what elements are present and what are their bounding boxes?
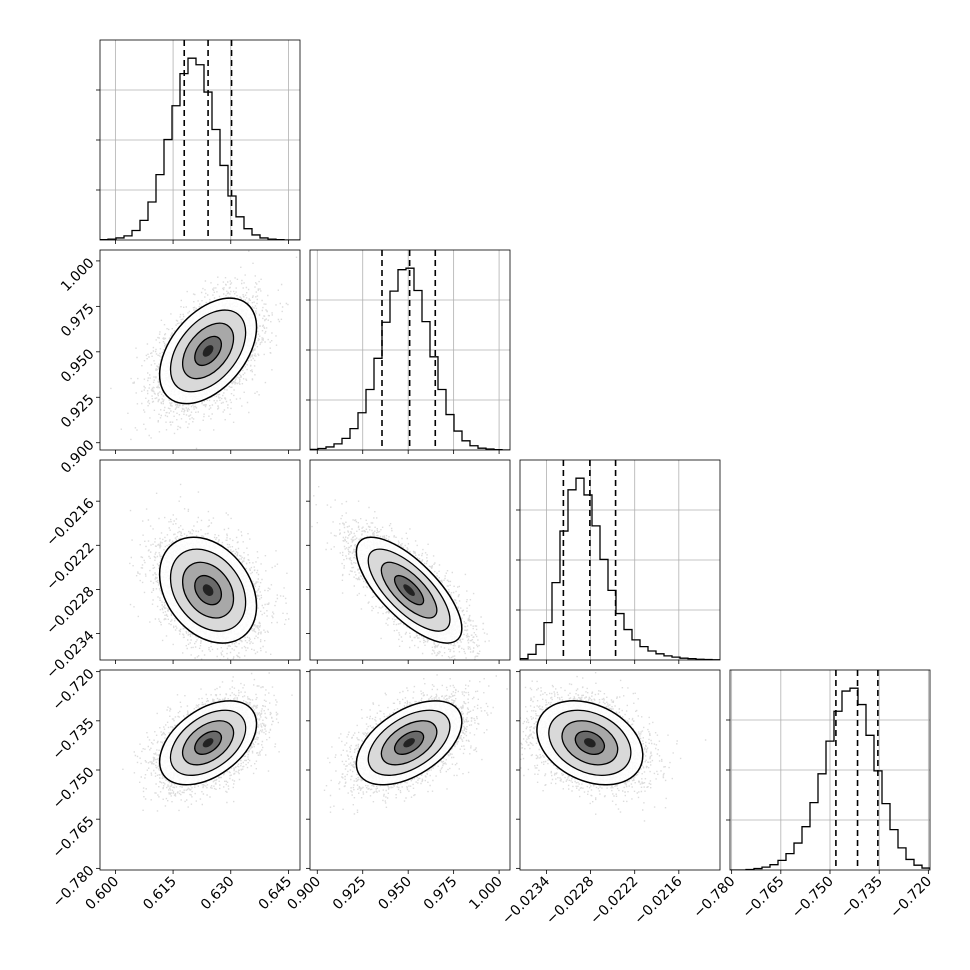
hist-2-bars (520, 477, 720, 660)
y-tick-label-1-2: 0.950 (58, 346, 98, 386)
scatter-1-0-frame (99, 249, 301, 451)
y-tick-label-1-4: 1.000 (58, 255, 98, 295)
x-tick-label-1-4: 1.000 (466, 874, 506, 914)
contour-3-2-level-4 (584, 738, 596, 748)
hist-3-bars (730, 687, 930, 870)
hist-panel-0 (96, 39, 301, 241)
hist-0-bars (100, 57, 300, 240)
x-tick-label-3-1: −0.765 (740, 874, 788, 922)
scatter-panel-1-0 (110, 250, 298, 450)
scatter-panel-2-0 (129, 483, 290, 660)
hist-2-frame (519, 459, 721, 661)
x-tick-label-1-1: 0.925 (330, 874, 370, 914)
x-tick-label-3-2: −0.750 (789, 874, 837, 922)
x-tick-label-3-3: −0.735 (838, 874, 886, 922)
scatter-2-1-frame (309, 459, 511, 661)
hist-panel-1 (306, 249, 511, 451)
scatter-panel-3-2 (520, 672, 707, 822)
x-tick-label-1-3: 0.975 (421, 874, 461, 914)
contour-1-0-level-4 (202, 345, 214, 357)
x-tick-label-0-1: 0.615 (140, 874, 180, 914)
contour-3-0-level-4 (202, 738, 214, 748)
y-tick-label-1-0: 0.900 (58, 437, 98, 477)
x-tick-label-0-2: 0.630 (198, 874, 238, 914)
y-tick-label-2-3: −0.0216 (43, 495, 97, 549)
hist-1-bars (310, 267, 510, 450)
x-tick-label-3-4: −0.720 (887, 874, 935, 922)
hist-1-frame (309, 249, 511, 451)
y-tick-label-3-1: −0.765 (50, 814, 98, 862)
hist-panel-2 (516, 459, 721, 661)
x-tick-label-3-0: −0.780 (691, 874, 739, 922)
y-tick-label-1-1: 0.925 (58, 392, 98, 432)
x-tick-label-2-3: −0.0216 (631, 873, 685, 927)
y-tick-label-3-3: −0.735 (50, 715, 98, 763)
scatter-panel-3-0 (122, 672, 293, 812)
contour-2-0-level-4 (202, 584, 214, 596)
scatter-panel-3-1 (323, 670, 508, 815)
x-tick-label-1-0: 0.900 (284, 874, 324, 914)
scatter-2-0-frame (99, 459, 301, 661)
contour-2-1-level-4 (403, 584, 415, 596)
y-tick-label-3-2: −0.750 (50, 764, 98, 812)
y-tick-label-1-3: 0.975 (58, 301, 98, 341)
hist-panel-3 (726, 669, 931, 871)
hist-0-frame (99, 39, 301, 241)
scatter-panel-2-1 (311, 486, 499, 660)
x-tick-label-1-2: 0.950 (375, 874, 415, 914)
